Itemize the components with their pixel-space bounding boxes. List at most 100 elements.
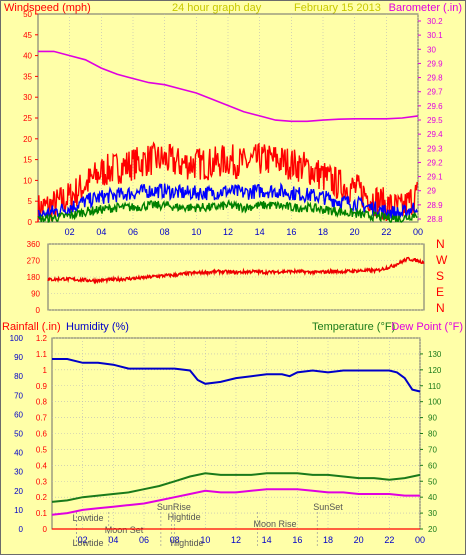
graph-period-label: 24 hour graph day	[172, 2, 262, 14]
direction-letter-e: E	[436, 285, 444, 299]
wind-x-tick-label: 22	[381, 227, 391, 237]
wind-x-tick-label: 08	[160, 227, 170, 237]
wind-average-line	[37, 182, 418, 220]
wind-x-tick-label: 10	[191, 227, 201, 237]
wind-x-tick-label: 16	[286, 227, 296, 237]
dewpoint-label: Dew Point (°F)	[391, 321, 463, 333]
wind-x-tick-label: 12	[223, 227, 233, 237]
direction-y-tick-label: 270	[27, 257, 41, 266]
event-label-lowtide: Lowtide	[73, 513, 104, 523]
wind-y-tick-label: 25	[23, 114, 32, 123]
direction-letter-w: W	[436, 253, 448, 267]
event-label-lowtide: Lowtide	[73, 538, 104, 548]
event-label-sunset: SunSet	[313, 502, 343, 512]
barometer-y-tick-label: 29.3	[427, 144, 443, 153]
wind-x-tick-label: 14	[255, 227, 265, 237]
wind-y-tick-label: 20	[23, 135, 32, 144]
wind-x-tick-label: 04	[96, 227, 106, 237]
rain-y-tick-label: 0.7	[36, 414, 48, 423]
wind-y-tick-label: 0	[28, 218, 33, 227]
temperature-y-tick-label: 40	[428, 493, 437, 502]
barometer-y-tick-label: 28.9	[427, 201, 443, 210]
temperature-x-tick-label: 18	[323, 535, 333, 545]
temperature-x-tick-label: 10	[200, 535, 210, 545]
direction-y-tick-label: 90	[31, 290, 40, 299]
temperature-y-tick-label: 20	[428, 525, 437, 534]
temperature-label: Temperature (°F)	[312, 321, 395, 333]
wind-low-line	[37, 199, 418, 223]
barometer-y-tick-label: 29.8	[427, 74, 443, 83]
barometer-y-tick-label: 30.1	[427, 31, 443, 40]
temperature-x-tick-label: 04	[108, 535, 118, 545]
temperature-humidity-panel: 02 04 06 08 10 12 14 16 18 20 22 0000.10.20.30.40.5…	[10, 334, 442, 548]
wind-x-tick-label: 06	[128, 227, 138, 237]
humidity-label: Humidity (%)	[66, 321, 129, 333]
direction-y-tick-label: 360	[27, 240, 41, 249]
temperature-y-tick-label: 70	[428, 445, 437, 454]
rain-y-tick-label: 0	[43, 525, 48, 534]
humidity-y-tick-label: 50	[14, 430, 23, 439]
wind-y-tick-label: 15	[23, 156, 32, 165]
temperature-x-tick-label: 16	[292, 535, 302, 545]
windspeed-label: Windspeed (mph)	[4, 2, 91, 14]
rain-y-tick-label: 0.8	[36, 398, 48, 407]
humidity-y-tick-label: 90	[14, 353, 23, 362]
direction-y-tick-label: 0	[36, 306, 41, 315]
wind-y-tick-label: 30	[23, 93, 32, 102]
temperature-x-tick-label: 06	[139, 535, 149, 545]
graph-date-label: February 15 2013	[294, 2, 381, 14]
temperature-line	[51, 472, 421, 503]
wind-x-tick-label: 00	[413, 227, 423, 237]
temperature-y-tick-label: 90	[428, 414, 437, 423]
direction-letter-s: S	[436, 269, 444, 283]
event-label-hightide: Hightide	[168, 512, 201, 522]
direction-plot-area	[47, 243, 425, 311]
barometer-y-tick-label: 29.4	[427, 130, 443, 139]
temperature-x-tick-label: 14	[262, 535, 272, 545]
barometer-y-tick-label: 29.2	[427, 158, 443, 167]
event-label-moon-rise: Moon Rise	[253, 519, 296, 529]
wind-y-tick-label: 50	[23, 10, 32, 19]
humidity-line	[52, 358, 421, 393]
wind-x-tick-label: 18	[318, 227, 328, 237]
wind-barometer-panel: 02 04 06 08 10 12 14 16 18 20 22 000510152025303540…	[23, 10, 443, 237]
rain-y-tick-label: 0.2	[36, 493, 48, 502]
wind-x-tick-label: 20	[350, 227, 360, 237]
rain-y-tick-label: 0.3	[36, 477, 48, 486]
temperature-x-tick-label: 00	[415, 535, 425, 545]
barometer-y-tick-label: 30.2	[427, 17, 443, 26]
wind-y-tick-label: 5	[28, 197, 33, 206]
barometer-y-tick-label: 30	[427, 45, 436, 54]
rain-y-tick-label: 0.5	[36, 445, 48, 454]
temperature-y-tick-label: 50	[428, 477, 437, 486]
humidity-y-tick-label: 40	[14, 449, 23, 458]
rain-y-tick-label: 0.4	[36, 461, 48, 470]
temperature-x-tick-label: 20	[354, 535, 364, 545]
direction-letter-n-top: N	[436, 237, 445, 251]
barometer-line	[38, 50, 419, 123]
wind-direction-line	[47, 256, 425, 285]
humidity-y-tick-label: 0	[19, 525, 24, 534]
temperature-y-tick-label: 110	[428, 382, 441, 391]
barometer-y-tick-label: 29	[427, 187, 436, 196]
barometer-y-tick-label: 29.6	[427, 102, 443, 111]
wind-y-tick-label: 35	[23, 72, 32, 81]
barometer-label: Barometer (.in)	[389, 2, 462, 14]
barometer-y-tick-label: 29.7	[427, 88, 443, 97]
barometer-y-tick-label: 28.8	[427, 215, 443, 224]
temperature-y-tick-label: 130	[428, 350, 442, 359]
direction-y-tick-label: 180	[27, 273, 41, 282]
temperature-y-tick-label: 100	[428, 398, 442, 407]
rain-y-tick-label: 1	[43, 366, 48, 375]
humidity-y-tick-label: 20	[14, 487, 23, 496]
dewpoint-line	[51, 488, 420, 516]
wind-x-tick-label: 02	[65, 227, 75, 237]
wind-direction-panel: 0 90 180 270 360	[27, 240, 425, 315]
humidity-y-tick-label: 80	[14, 372, 23, 381]
direction-letter-n-bottom: N	[436, 301, 445, 315]
wind-y-tick-label: 10	[23, 176, 32, 185]
rain-y-tick-label: 1.2	[36, 334, 48, 343]
temperature-y-tick-label: 120	[428, 366, 442, 375]
